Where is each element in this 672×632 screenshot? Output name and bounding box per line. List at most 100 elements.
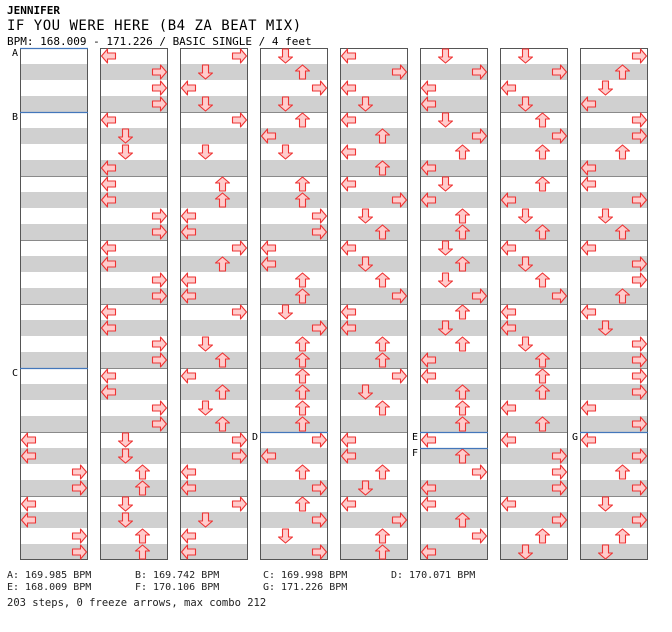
beat-stripe — [100, 128, 168, 144]
beat-stripe — [500, 128, 568, 144]
bpm-marker-label: E — [412, 432, 418, 443]
beat-stripe — [100, 320, 168, 336]
step-arrow-right-icon — [631, 336, 648, 352]
beat-stripe — [100, 416, 168, 432]
step-arrow-up-icon — [214, 416, 231, 432]
step-arrow-right-icon — [391, 192, 408, 208]
song-title: IF YOU WERE HERE (B4 ZA BEAT MIX) — [7, 18, 302, 34]
step-arrow-right-icon — [631, 192, 648, 208]
chart-column — [580, 48, 648, 560]
beat-stripe — [420, 512, 488, 528]
beat-stripe — [20, 416, 88, 432]
step-arrow-up-icon — [534, 272, 551, 288]
step-arrow-right-icon — [311, 320, 328, 336]
step-arrow-left-icon — [340, 432, 357, 448]
step-arrow-down-icon — [597, 544, 614, 560]
step-arrow-up-icon — [534, 352, 551, 368]
bpm-marker-label: D — [252, 432, 258, 443]
step-arrow-right-icon — [231, 432, 248, 448]
step-arrow-up-icon — [294, 288, 311, 304]
step-arrow-up-icon — [454, 416, 471, 432]
step-arrow-left-icon — [20, 496, 37, 512]
step-arrow-up-icon — [454, 336, 471, 352]
beat-stripe — [340, 544, 408, 560]
step-arrow-down-icon — [357, 96, 374, 112]
beat-stripe — [340, 192, 408, 208]
beat-stripe — [580, 384, 648, 400]
beat-stripe — [100, 256, 168, 272]
step-arrow-down-icon — [517, 256, 534, 272]
step-arrow-right-icon — [631, 48, 648, 64]
beat-stripe — [580, 256, 648, 272]
artist-name: JENNIFER — [7, 4, 60, 17]
step-arrow-up-icon — [614, 64, 631, 80]
step-arrow-down-icon — [437, 48, 454, 64]
step-arrow-up-icon — [134, 528, 151, 544]
step-arrow-right-icon — [311, 512, 328, 528]
beat-stripe — [20, 288, 88, 304]
step-arrow-left-icon — [500, 240, 517, 256]
step-arrow-right-icon — [471, 64, 488, 80]
beat-stripe — [100, 64, 168, 80]
step-arrow-right-icon — [151, 416, 168, 432]
beat-stripe — [420, 96, 488, 112]
step-arrow-left-icon — [100, 48, 117, 64]
step-arrow-right-icon — [151, 336, 168, 352]
step-arrow-up-icon — [534, 224, 551, 240]
beat-stripe — [260, 416, 328, 432]
step-arrow-up-icon — [294, 112, 311, 128]
step-arrow-up-icon — [534, 528, 551, 544]
step-arrow-up-icon — [294, 192, 311, 208]
beat-stripe — [100, 288, 168, 304]
beat-stripe — [340, 512, 408, 528]
step-arrow-right-icon — [631, 480, 648, 496]
bpm-legend-f: F: 170.106 BPM — [135, 582, 220, 593]
step-arrow-right-icon — [151, 64, 168, 80]
step-arrow-up-icon — [374, 336, 391, 352]
step-arrow-left-icon — [100, 240, 117, 256]
step-arrow-down-icon — [117, 144, 134, 160]
beat-stripe — [20, 96, 88, 112]
beat-stripe — [20, 384, 88, 400]
step-arrow-down-icon — [357, 384, 374, 400]
step-arrow-left-icon — [100, 384, 117, 400]
bpm-marker-label: A — [12, 48, 18, 59]
beat-stripe — [340, 224, 408, 240]
step-arrow-left-icon — [340, 48, 357, 64]
step-arrow-up-icon — [614, 224, 631, 240]
step-arrow-left-icon — [340, 304, 357, 320]
step-arrow-left-icon — [100, 304, 117, 320]
step-arrow-up-icon — [454, 448, 471, 464]
beat-stripe — [260, 64, 328, 80]
beat-stripe — [260, 480, 328, 496]
step-arrow-right-icon — [631, 352, 648, 368]
beat-stripe — [420, 224, 488, 240]
beat-stripe — [260, 128, 328, 144]
beat-stripe — [500, 544, 568, 560]
beat-stripe — [500, 288, 568, 304]
step-arrow-left-icon — [420, 368, 437, 384]
step-arrow-down-icon — [277, 528, 294, 544]
step-arrow-right-icon — [311, 224, 328, 240]
beat-stripe — [340, 448, 408, 464]
step-arrow-down-icon — [117, 432, 134, 448]
step-arrow-right-icon — [551, 448, 568, 464]
beat-stripe — [260, 288, 328, 304]
beat-stripe — [180, 192, 248, 208]
column-border — [340, 48, 408, 560]
column-border — [420, 48, 488, 560]
beat-stripe — [500, 384, 568, 400]
beat-stripe — [20, 544, 88, 560]
step-arrow-right-icon — [471, 528, 488, 544]
step-arrow-left-icon — [580, 96, 597, 112]
beat-stripe — [260, 320, 328, 336]
step-arrow-left-icon — [180, 528, 197, 544]
beat-stripe — [420, 192, 488, 208]
step-arrow-up-icon — [374, 528, 391, 544]
step-arrow-up-icon — [454, 304, 471, 320]
step-arrow-left-icon — [180, 208, 197, 224]
step-arrow-right-icon — [151, 224, 168, 240]
beat-stripe — [180, 480, 248, 496]
step-arrow-down-icon — [117, 496, 134, 512]
beat-stripe — [340, 288, 408, 304]
